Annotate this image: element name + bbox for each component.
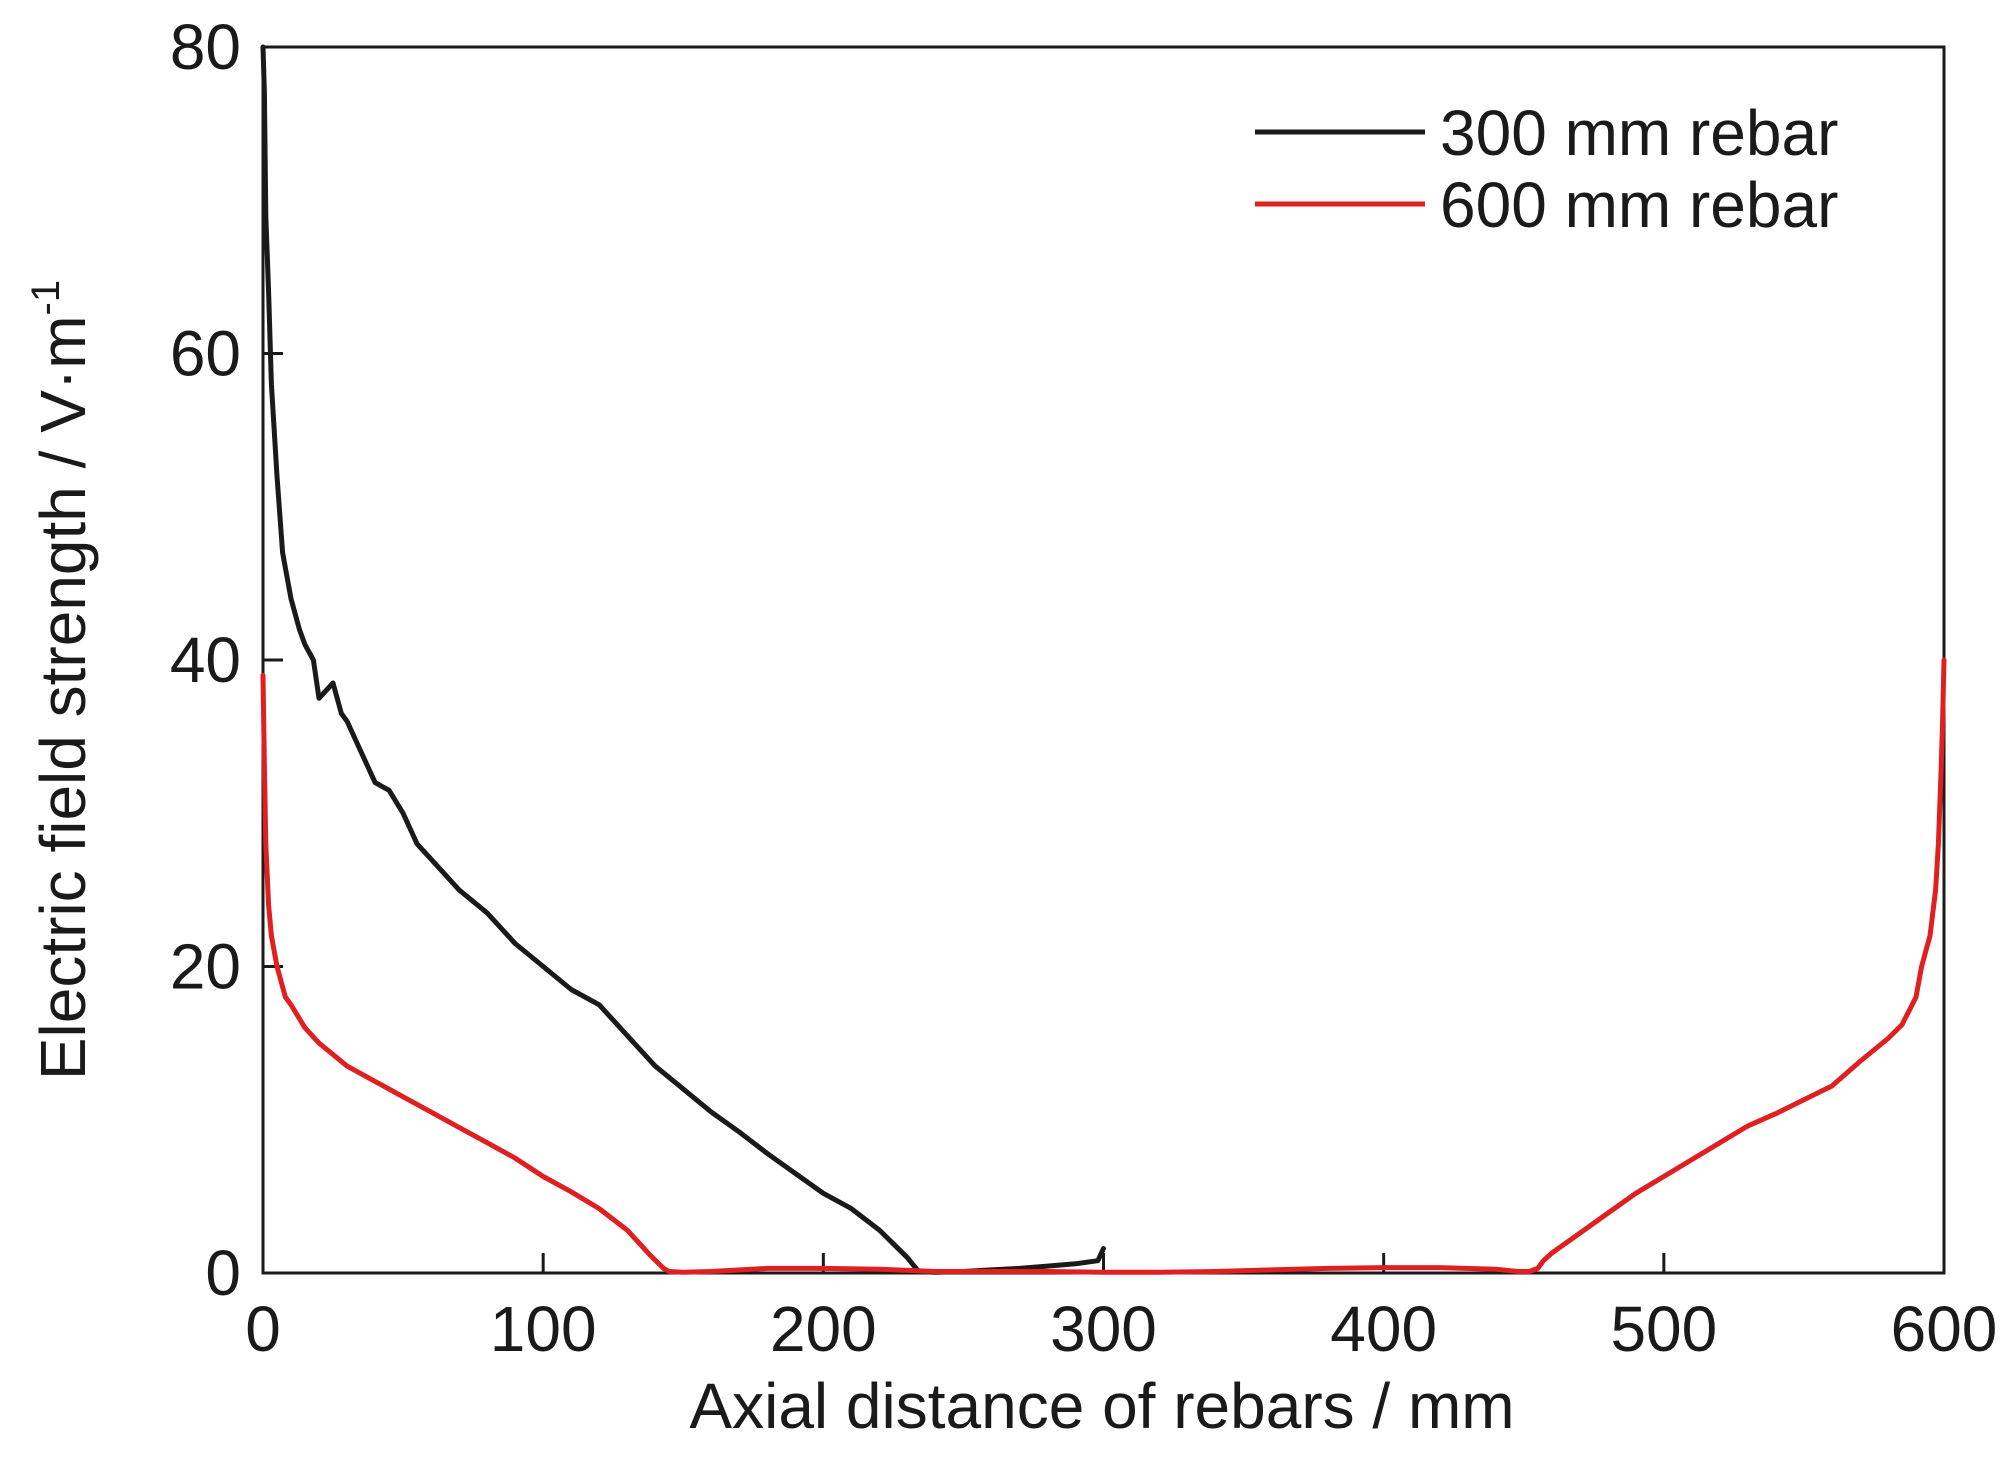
x-tick-label: 500: [1610, 1293, 1717, 1365]
legend-label-600mm: 600 mm rebar: [1440, 169, 1838, 241]
x-tick-label: 200: [770, 1293, 877, 1365]
y-tick-label: 40: [170, 624, 241, 696]
x-tick-label: 400: [1330, 1293, 1437, 1365]
legend-label-300mm: 300 mm rebar: [1440, 97, 1838, 169]
y-axis-title-group: Electric field strength / V·m-1: [24, 280, 99, 1080]
y-tick-label: 0: [205, 1237, 241, 1309]
y-tick-label: 20: [170, 931, 241, 1003]
x-tick-label: 600: [1891, 1293, 1998, 1365]
y-axis-title-superscript: -1: [24, 280, 68, 316]
x-tick-label: 100: [490, 1293, 597, 1365]
x-tick-label: 300: [1050, 1293, 1157, 1365]
y-axis-ticks: 0 20 40 60 80: [170, 11, 283, 1309]
y-axis-title: Electric field strength / V·m-1: [24, 280, 99, 1080]
x-tick-label: 0: [245, 1293, 281, 1365]
y-axis-title-main: Electric field strength / V·m: [27, 315, 99, 1080]
y-tick-label: 60: [170, 318, 241, 390]
legend: 300 mm rebar 600 mm rebar: [1255, 97, 1838, 241]
series-line-600mm: [260, 657, 1947, 1275]
x-axis-title: Axial distance of rebars / mm: [689, 1370, 1514, 1442]
series-layer: [260, 44, 1947, 1275]
y-tick-label: 80: [170, 11, 241, 83]
x-axis-ticks: 0 100 200 300 400 500 600: [245, 1253, 1997, 1365]
